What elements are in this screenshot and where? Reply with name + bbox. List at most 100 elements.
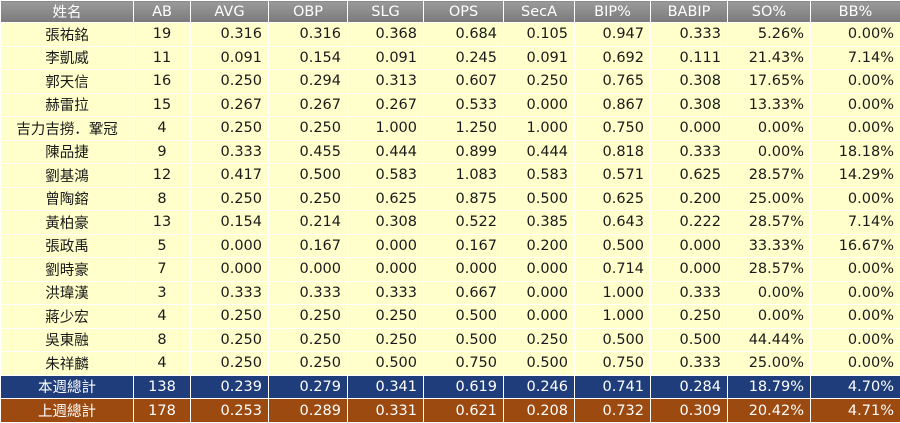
stat-cell: 0.000 (503, 257, 575, 282)
stat-cell: 0.00% (727, 116, 811, 141)
stat-cell: 0.250 (190, 69, 269, 94)
stat-cell: 4.71% (810, 398, 900, 423)
stat-cell: 28.57% (727, 163, 811, 188)
name-cell: 朱祥麟 (0, 351, 134, 376)
stat-cell: 0.333 (650, 280, 728, 306)
name-cell: 黃柏豪 (0, 210, 134, 235)
player-row: 曾陶鎔 8 0.250 0.250 0.625 0.875 0.500 0.625 0.200 2… (0, 186, 900, 212)
stat-cell: 0.444 (503, 139, 575, 165)
stat-cell: 0.000 (650, 116, 728, 141)
stat-cell: 13.33% (727, 92, 811, 118)
player-row: 吉力吉撈．鞏冠 4 0.250 0.250 1.000 1.250 1.000 0.750 0.… (0, 116, 900, 141)
name-cell: 赫雷拉 (0, 92, 134, 118)
stat-cell: 0.289 (268, 398, 348, 423)
stat-cell: 1.000 (503, 116, 575, 141)
header-cell: OPS (423, 0, 504, 23)
stat-cell: 0.500 (574, 233, 651, 259)
stat-cell: 0.867 (574, 92, 651, 118)
stat-cell: 0.284 (650, 374, 728, 400)
stat-cell: 0.00% (727, 280, 811, 306)
stat-cell: 0.00% (810, 69, 900, 94)
stat-cell: 4 (133, 116, 191, 141)
stat-cell: 8 (133, 327, 191, 353)
stat-cell: 14.29% (810, 163, 900, 188)
stat-cell: 0.091 (503, 45, 575, 71)
stat-cell: 21.43% (727, 45, 811, 71)
stat-cell: 7 (133, 257, 191, 282)
stat-cell: 0.309 (650, 398, 728, 423)
stat-cell: 0.308 (650, 92, 728, 118)
stat-cell: 0.333 (650, 351, 728, 376)
stat-cell: 0.750 (574, 116, 651, 141)
stat-cell: 0.714 (574, 257, 651, 282)
player-row: 朱祥麟 4 0.250 0.250 0.500 0.750 0.500 0.750 0.333 2… (0, 351, 900, 376)
name-cell: 張政禹 (0, 233, 134, 259)
stat-cell: 0.667 (423, 280, 504, 306)
stat-cell: 0.583 (503, 163, 575, 188)
stat-cell: 0.333 (650, 22, 728, 47)
stat-cell: 16 (133, 69, 191, 94)
stat-cell: 0.684 (423, 22, 504, 47)
header-cell: AVG (190, 0, 269, 23)
stat-cell: 0.417 (190, 163, 269, 188)
stat-cell: 0.105 (503, 22, 575, 47)
stat-cell: 0.00% (810, 257, 900, 282)
stat-cell: 9 (133, 139, 191, 165)
stat-cell: 0.765 (574, 69, 651, 94)
stat-cell: 0.313 (347, 69, 424, 94)
stat-cell: 1.250 (423, 116, 504, 141)
stat-cell: 0.455 (268, 139, 348, 165)
name-cell: 蔣少宏 (0, 304, 134, 329)
header-cell: BIP% (574, 0, 651, 23)
stat-cell: 44.44% (727, 327, 811, 353)
stat-cell: 0.750 (574, 351, 651, 376)
stat-cell: 0.00% (810, 116, 900, 141)
stat-cell: 0.091 (190, 45, 269, 71)
stat-cell: 0.250 (268, 351, 348, 376)
stat-cell: 0.091 (347, 45, 424, 71)
stat-cell: 0.250 (268, 304, 348, 329)
stat-cell: 0.154 (268, 45, 348, 71)
stat-cell: 0.250 (268, 327, 348, 353)
stat-cell: 0.341 (347, 374, 424, 400)
stat-cell: 0.643 (574, 210, 651, 235)
stat-cell: 0.000 (503, 304, 575, 329)
stat-cell: 0.308 (650, 69, 728, 94)
stat-cell: 0.000 (347, 257, 424, 282)
player-row: 洪瑋漢 3 0.333 0.333 0.333 0.667 0.000 1.000 0.333 0… (0, 280, 900, 306)
name-cell: 洪瑋漢 (0, 280, 134, 306)
stat-cell: 18.79% (727, 374, 811, 400)
player-row: 蔣少宏 4 0.250 0.250 0.250 0.500 0.000 1.000 0.250 0… (0, 304, 900, 329)
stat-cell: 33.33% (727, 233, 811, 259)
name-cell: 吳東融 (0, 327, 134, 353)
header-cell: SLG (347, 0, 424, 23)
stat-cell: 0.00% (810, 280, 900, 306)
stat-cell: 0.250 (347, 327, 424, 353)
stat-cell: 0.500 (650, 327, 728, 353)
stat-cell: 17.65% (727, 69, 811, 94)
name-cell: 吉力吉撈．鞏冠 (0, 116, 134, 141)
stat-cell: 0.000 (650, 233, 728, 259)
stat-cell: 0.500 (423, 327, 504, 353)
stat-cell: 12 (133, 163, 191, 188)
stat-cell: 1.000 (347, 116, 424, 141)
stat-cell: 1.000 (574, 304, 651, 329)
player-row: 郭天信 16 0.250 0.294 0.313 0.607 0.250 0.765 0.308… (0, 69, 900, 94)
stat-cell: 0.500 (503, 351, 575, 376)
stat-cell: 0.625 (574, 186, 651, 212)
stat-cell: 0.444 (347, 139, 424, 165)
stat-cell: 18.18% (810, 139, 900, 165)
player-row: 劉基鴻 12 0.417 0.500 0.583 1.083 0.583 0.571 0.625… (0, 163, 900, 188)
stat-cell: 0.000 (190, 257, 269, 282)
stat-cell: 0.500 (503, 186, 575, 212)
stat-cell: 0.00% (810, 92, 900, 118)
stat-cell: 0.316 (268, 22, 348, 47)
stat-cell: 1.000 (574, 280, 651, 306)
header-cell: BABIP (650, 0, 728, 23)
stat-cell: 0.00% (810, 304, 900, 329)
name-cell: 陳品捷 (0, 139, 134, 165)
stat-cell: 28.57% (727, 210, 811, 235)
stat-cell: 28.57% (727, 257, 811, 282)
stat-cell: 0.00% (727, 139, 811, 165)
